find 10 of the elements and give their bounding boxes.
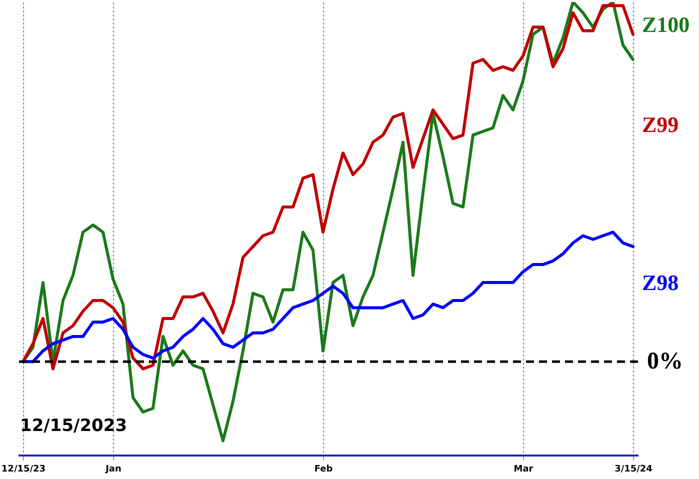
ref-line-label: 0% — [647, 348, 683, 375]
x-tick-label: Jan — [104, 464, 122, 474]
text: Z99 — [642, 112, 679, 138]
x-tick-label: 12/15/23 — [1, 464, 46, 474]
series-label: Z100 — [642, 12, 690, 38]
annotation: 12/15/2023 — [20, 416, 128, 436]
x-tick-label: 3/15/24 — [614, 464, 652, 474]
x-tick-label: Feb — [314, 464, 334, 474]
x-tick-label: Mar — [514, 464, 534, 474]
series-label: Z98 — [642, 270, 679, 296]
